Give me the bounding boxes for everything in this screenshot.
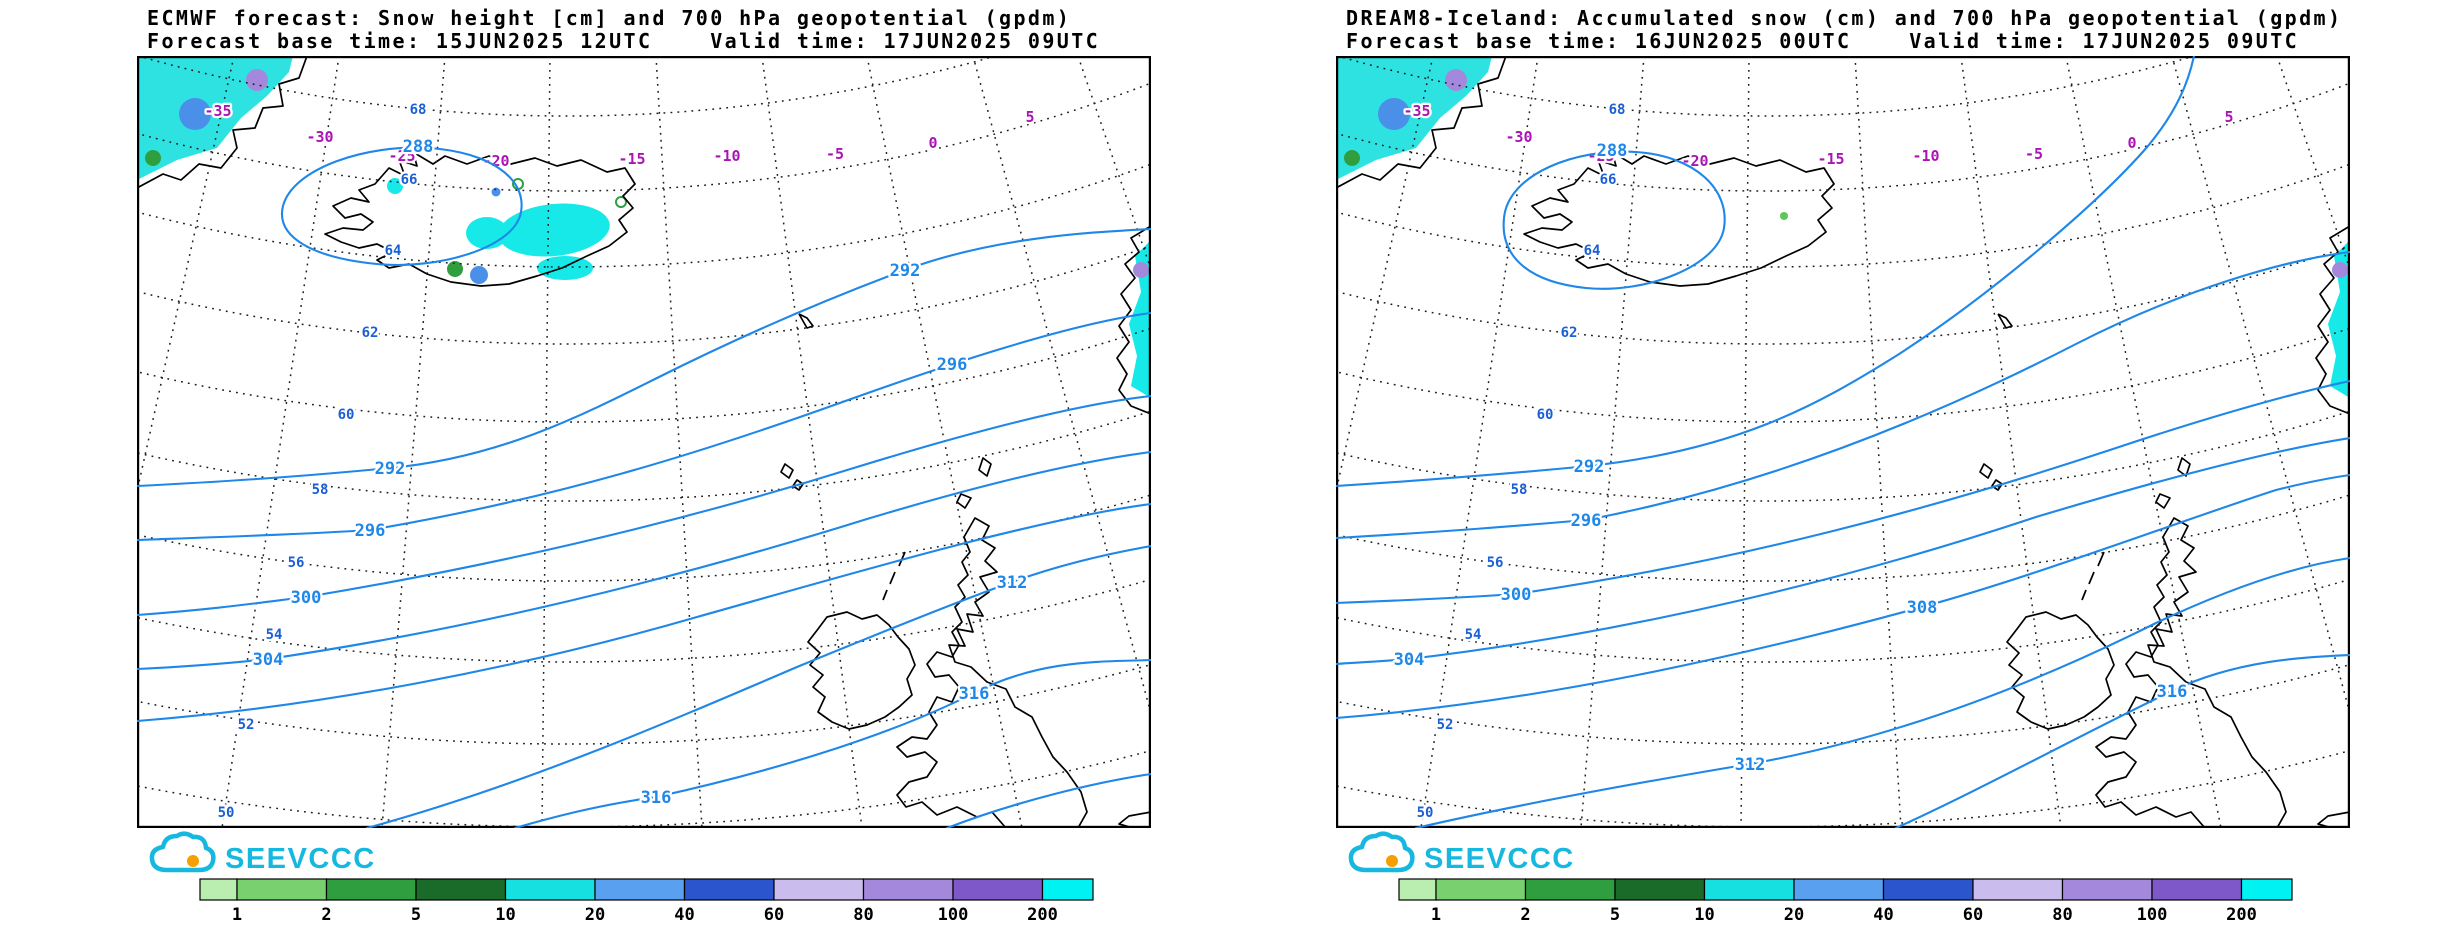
contour-296 [1336,250,2350,540]
contour-label-300: 300 [1501,585,1532,605]
contour-312 [365,544,1151,828]
title-line-2: Forecast base time: 15JUN2025 12UTC Vali… [147,29,1101,53]
panel-ecmwf: ECMWF forecast: Snow height [cm] and 700… [137,0,1367,925]
contour-label-292: 292 [1574,457,1605,477]
snow-colorbar [1398,878,2293,925]
contour-label-292: 292 [375,459,406,479]
contour-label-304: 304 [1394,650,1425,670]
contour-300 [137,394,1151,617]
contour-label-312: 312 [997,573,1028,593]
contour-label-304: 304 [253,650,284,670]
contour-label-288: 288 [403,137,434,157]
contour-292 [1336,56,2196,488]
contour-304 [1336,436,2350,666]
contour-label-316: 316 [2157,682,2188,702]
title-line-1: DREAM8-Iceland: Accumulated snow (cm) an… [1346,6,2343,30]
footer-ecmwf [137,828,1094,925]
contour-label-312: 312 [1735,755,1766,775]
contour-label-316: 316 [641,788,672,808]
contour-label-296: 296 [937,355,968,375]
contour-316 [1894,653,2350,828]
seevccc-logo [1351,834,1575,875]
geopotential-contours: 288 292 292 296 296 300 304 312 316 316 [137,135,1151,828]
contour-296 [137,311,1151,542]
contour-316 [513,658,1151,828]
contour-288 [280,146,523,266]
contour-320 [945,772,1151,828]
contour-label-292: 292 [890,261,921,281]
contour-288 [1502,150,1726,290]
contour-312 [1414,556,2350,828]
contour-label-296: 296 [355,521,386,541]
contour-300 [1336,379,2350,605]
contour-308 [1336,473,2350,720]
seevccc-logo [152,834,376,875]
map-ecmwf: 288 292 292 296 296 300 304 312 316 316 [137,56,1151,828]
contour-292 [137,227,1151,488]
contour-308 [137,502,1151,723]
title-line-2: Forecast base time: 16JUN2025 00UTC Vali… [1346,29,2300,53]
geopotential-contours: 288 292 296 300 304 308 312 316 [1336,56,2350,828]
shared-geography [137,56,1151,828]
footer-dream8 [1336,828,2293,925]
title-line-1: ECMWF forecast: Snow height [cm] and 700… [147,6,1072,30]
contour-label-288: 288 [1597,141,1628,161]
panel-dream8: DREAM8-Iceland: Accumulated snow (cm) an… [1336,0,2449,925]
shared-geography [1336,56,2350,828]
contour-label-300: 300 [291,588,322,608]
snow-areas-iceland [387,178,627,284]
contour-label-296: 296 [1571,511,1602,531]
contour-label-308: 308 [1907,598,1938,618]
contour-304 [137,450,1151,671]
contour-label-316: 316 [959,684,990,704]
map-dream8: 288 292 296 300 304 308 312 316 [1336,56,2350,828]
snow-areas-iceland [1780,212,1788,220]
snow-colorbar [199,878,1094,925]
